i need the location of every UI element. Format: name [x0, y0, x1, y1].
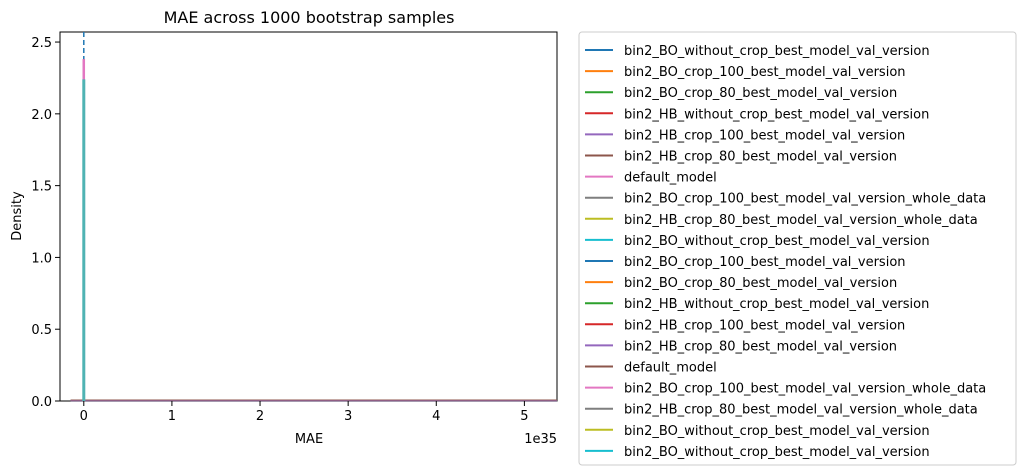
legend-label: bin2_HB_crop_80_best_model_val_version_w…	[624, 213, 978, 228]
chart-marks	[70, 32, 557, 402]
y-tick-label: 1.5	[31, 180, 52, 195]
y-tick-label: 1.0	[31, 251, 52, 266]
legend-label: bin2_HB_without_crop_best_model_val_vers…	[624, 107, 929, 122]
legend-label: bin2_HB_without_crop_best_model_val_vers…	[624, 297, 929, 312]
legend-label: bin2_BO_crop_100_best_model_val_version_…	[624, 192, 986, 207]
chart-title: MAE across 1000 bootstrap samples	[164, 8, 455, 27]
legend-items: bin2_BO_without_crop_best_model_val_vers…	[585, 44, 986, 460]
y-tick-label: 0.0	[31, 395, 52, 410]
legend-label: bin2_HB_crop_80_best_model_val_version	[624, 150, 897, 165]
legend-label: bin2_BO_crop_100_best_model_val_version	[624, 255, 906, 270]
legend-label: bin2_BO_without_crop_best_model_val_vers…	[624, 44, 930, 59]
x-tick-label: 3	[344, 409, 352, 424]
y-tick-label: 2.0	[31, 108, 52, 123]
y-tick-label: 2.5	[31, 36, 52, 51]
legend-label: bin2_HB_crop_100_best_model_val_version	[624, 318, 905, 333]
legend-label: bin2_BO_crop_100_best_model_val_version	[624, 65, 906, 80]
y-axis-ticks: 0.0 0.5 1.0 1.5 2.0 2.5	[31, 36, 60, 410]
legend-label: bin2_BO_crop_80_best_model_val_version	[624, 86, 897, 101]
legend: bin2_BO_without_crop_best_model_val_vers…	[578, 31, 1017, 466]
x-tick-label: 4	[432, 409, 440, 424]
x-tick-label: 5	[520, 409, 528, 424]
legend-label: default_model	[624, 361, 717, 376]
x-tick-label: 0	[80, 409, 88, 424]
x-axis-offset-text: 1e35	[524, 432, 557, 447]
legend-frame	[578, 31, 1017, 466]
legend-label: bin2_HB_crop_80_best_model_val_version	[624, 339, 897, 354]
plot-area	[59, 31, 558, 402]
legend-label: bin2_BO_without_crop_best_model_val_vers…	[624, 445, 930, 460]
legend-label: default_model	[624, 171, 717, 186]
y-tick-label: 0.5	[31, 323, 52, 338]
x-axis-ticks: 0 1 2 3 4 5	[80, 401, 529, 424]
y-axis-label: Density	[10, 191, 25, 241]
plot-frame	[59, 31, 558, 402]
legend-label: bin2_HB_crop_80_best_model_val_version_w…	[624, 403, 978, 418]
legend-label: bin2_HB_crop_100_best_model_val_version	[624, 128, 905, 143]
x-tick-label: 1	[168, 409, 176, 424]
legend-label: bin2_BO_crop_100_best_model_val_version_…	[624, 382, 986, 397]
x-axis-label: MAE	[295, 432, 323, 447]
legend-label: bin2_BO_without_crop_best_model_val_vers…	[624, 234, 930, 249]
legend-label: bin2_BO_crop_80_best_model_val_version	[624, 276, 897, 291]
x-tick-label: 2	[256, 409, 264, 424]
legend-label: bin2_BO_without_crop_best_model_val_vers…	[624, 424, 930, 439]
